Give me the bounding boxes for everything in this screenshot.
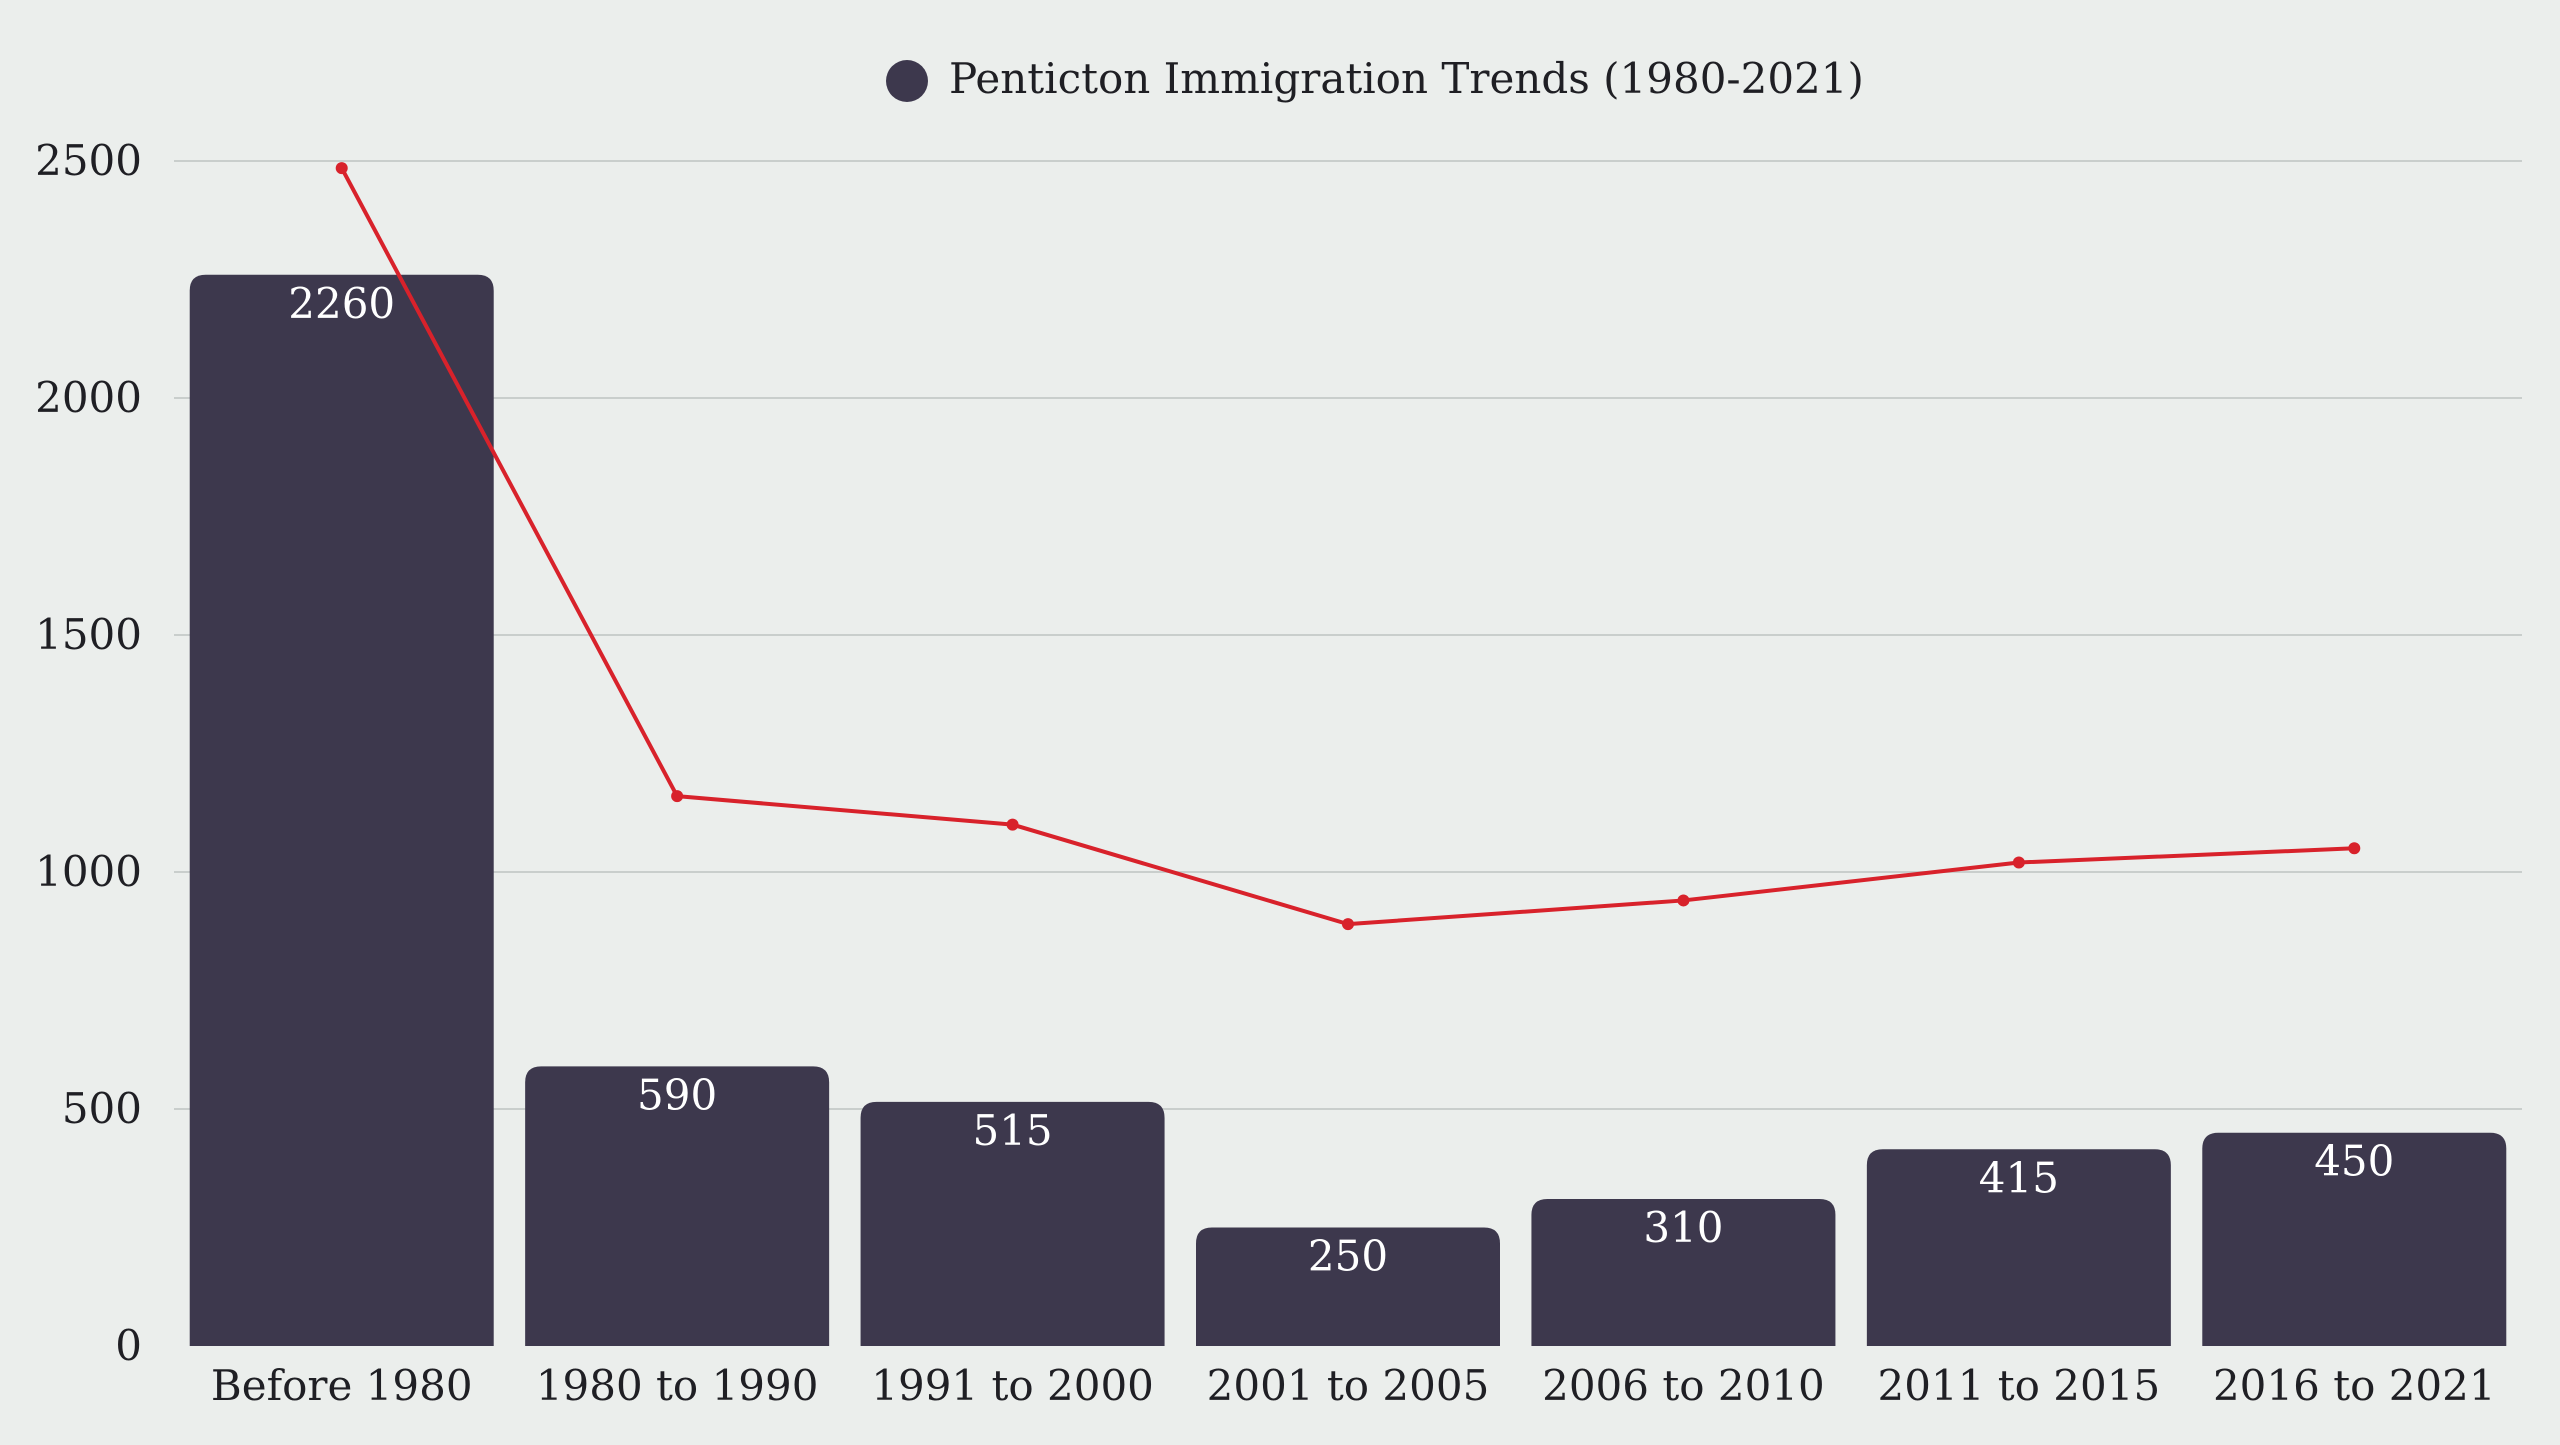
bar-value-label: 250: [1308, 1232, 1388, 1281]
trend-line-group: [335, 162, 2361, 931]
bar-value-label: 415: [1979, 1153, 2059, 1202]
x-category-label: 2001 to 2005: [1207, 1361, 1490, 1410]
bar: [1196, 1227, 1500, 1346]
trend-point: [335, 162, 348, 175]
y-tick-label: 0: [115, 1321, 142, 1370]
bar-value-label: 515: [972, 1106, 1052, 1155]
x-category-label: 2011 to 2015: [1878, 1361, 2161, 1410]
y-tick-label: 2000: [35, 373, 142, 422]
y-tick-label: 500: [62, 1084, 142, 1133]
y-axis-ticks: 0 500 1000 1500 2000 2500: [35, 136, 142, 1370]
x-category-label: 2016 to 2021: [2213, 1361, 2496, 1410]
trend-point: [1677, 894, 1690, 907]
bar-value-label: 450: [2314, 1137, 2394, 1186]
bar: [1531, 1199, 1836, 1346]
gridlines: [174, 160, 2522, 1110]
x-category-label: 2006 to 2010: [1542, 1361, 1825, 1410]
x-category-label: 1980 to 1990: [536, 1361, 819, 1410]
trend-point: [1006, 818, 1019, 831]
bars: [189, 274, 2507, 1346]
bar: [525, 1066, 830, 1346]
trend-point: [2012, 856, 2025, 869]
trend-point: [2348, 842, 2361, 855]
bar: [189, 274, 494, 1346]
x-category-label: Before 1980: [211, 1361, 473, 1410]
legend-label: Penticton Immigration Trends (1980-2021): [949, 54, 1864, 103]
y-tick-label: 2500: [35, 136, 142, 185]
y-tick-label: 1000: [35, 847, 142, 896]
trend-line: [339, 167, 2355, 927]
bar: [1866, 1149, 2171, 1346]
y-tick-label: 1500: [35, 610, 142, 659]
trend-point: [1342, 918, 1354, 931]
x-category-label: 1991 to 2000: [871, 1361, 1154, 1410]
legend-marker: [886, 60, 928, 102]
legend: Penticton Immigration Trends (1980-2021): [886, 54, 1864, 103]
trend-point: [671, 790, 684, 803]
bar-value-labels: 2260 590 515 250 310 415 450: [288, 279, 2394, 1281]
bar-value-label: 2260: [288, 279, 395, 328]
bar: [860, 1101, 1165, 1346]
x-axis-labels: Before 1980 1980 to 1990 1991 to 2000 2001 …: [211, 1361, 2496, 1410]
bar-value-label: 590: [637, 1070, 717, 1119]
bar: [2202, 1132, 2507, 1346]
bar-value-label: 310: [1643, 1203, 1723, 1252]
